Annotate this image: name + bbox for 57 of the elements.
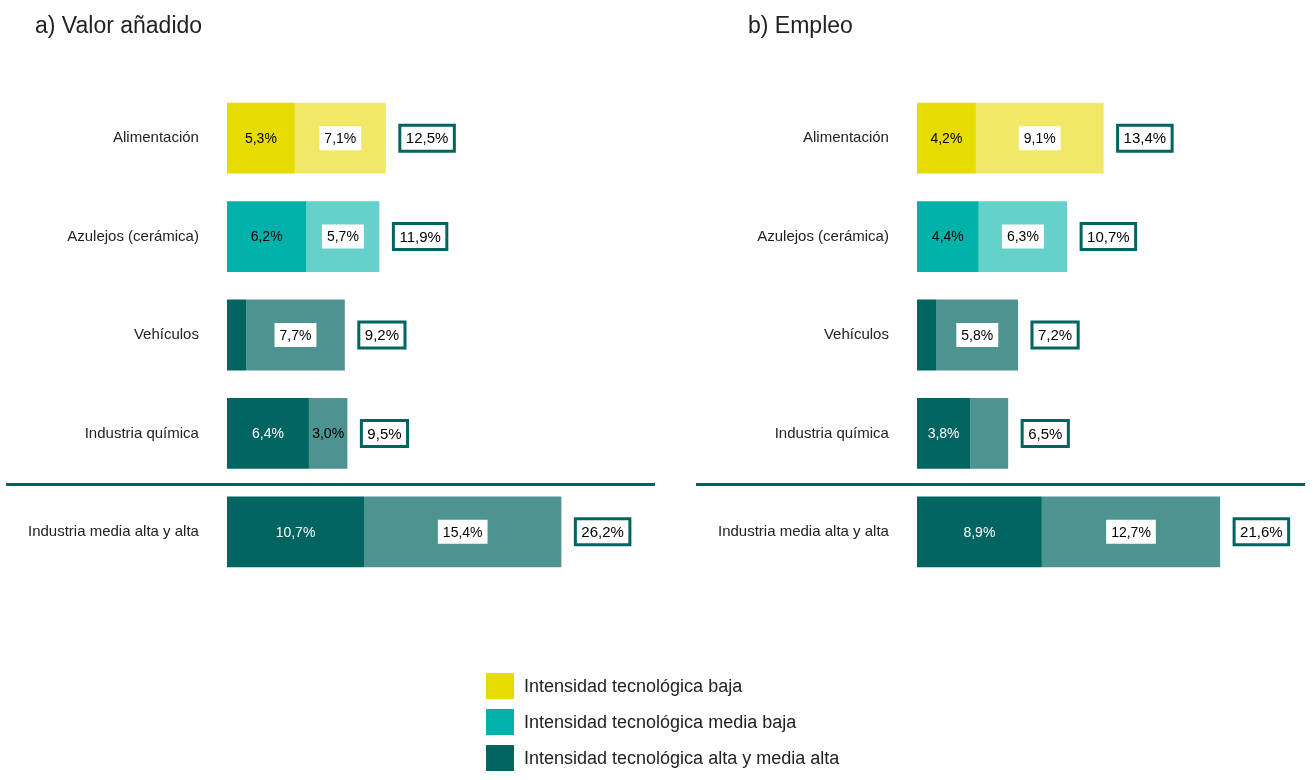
bar xyxy=(308,397,348,469)
data-label: 3,0% xyxy=(312,425,345,442)
total-label: 13,4% xyxy=(1123,129,1167,147)
total-label: 12,5% xyxy=(405,129,449,147)
bar xyxy=(226,299,247,371)
y-tick-label: Vehículos xyxy=(133,325,199,343)
bar xyxy=(916,496,1042,568)
data-label: 8,9% xyxy=(963,523,996,540)
bar xyxy=(226,496,365,568)
legend-label: Intensidad tecnológica media baja xyxy=(524,711,797,733)
bar xyxy=(975,102,1104,174)
data-label: 6,4% xyxy=(251,425,284,442)
data-label: 5,7% xyxy=(326,228,359,245)
chart-title: a) Valor añadido xyxy=(35,12,203,39)
legend-label: Intensidad tecnológica alta y media alta xyxy=(524,747,840,769)
bar xyxy=(916,201,979,273)
bar xyxy=(226,397,309,469)
bar xyxy=(916,102,976,174)
total-label: 11,9% xyxy=(399,227,441,245)
data-label: 6,2% xyxy=(250,228,283,245)
y-tick-label: Industria química xyxy=(84,423,200,441)
bar xyxy=(970,397,1009,469)
y-tick-label: Alimentación xyxy=(803,128,889,146)
total-label: 26,2% xyxy=(581,522,624,540)
chart-title: b) Empleo xyxy=(748,12,853,39)
data-label: 4,2% xyxy=(930,130,963,147)
data-label: 12,7% xyxy=(1111,523,1151,540)
bar xyxy=(226,102,295,174)
data-label: 5,3% xyxy=(244,130,277,147)
total-label: 6,5% xyxy=(1028,424,1063,442)
y-tick-label: Industria media alta y alta xyxy=(27,521,200,539)
y-tick-label: Azulejos (cerámica) xyxy=(757,226,889,244)
data-label: 7,7% xyxy=(279,326,312,343)
data-label: 7,1% xyxy=(324,130,357,147)
data-label: 10,7% xyxy=(275,523,316,540)
data-label: 9,1% xyxy=(1023,130,1056,147)
bar xyxy=(1041,496,1221,568)
y-tick-label: Alimentación xyxy=(113,128,199,146)
bar xyxy=(226,201,307,273)
total-label: 9,2% xyxy=(364,326,400,344)
total-label: 21,6% xyxy=(1240,522,1283,540)
bar xyxy=(916,397,971,469)
legend-label: Intensidad tecnológica baja xyxy=(524,675,743,697)
data-label: 6,3% xyxy=(1006,228,1039,245)
data-label: 15,4% xyxy=(442,523,483,540)
y-tick-label: Vehículos xyxy=(823,325,889,343)
data-label: 4,4% xyxy=(931,228,964,245)
total-label: 9,5% xyxy=(367,424,402,442)
data-label: 3,8% xyxy=(927,425,960,442)
total-label: 7,2% xyxy=(1037,326,1073,344)
y-tick-label: Industria química xyxy=(774,423,890,441)
y-tick-label: Industria media alta y alta xyxy=(717,521,890,539)
total-label: 10,7% xyxy=(1087,227,1130,245)
bar xyxy=(364,496,562,568)
data-label: 5,8% xyxy=(961,326,994,343)
y-tick-label: Azulejos (cerámica) xyxy=(67,226,199,244)
bar xyxy=(916,299,937,371)
